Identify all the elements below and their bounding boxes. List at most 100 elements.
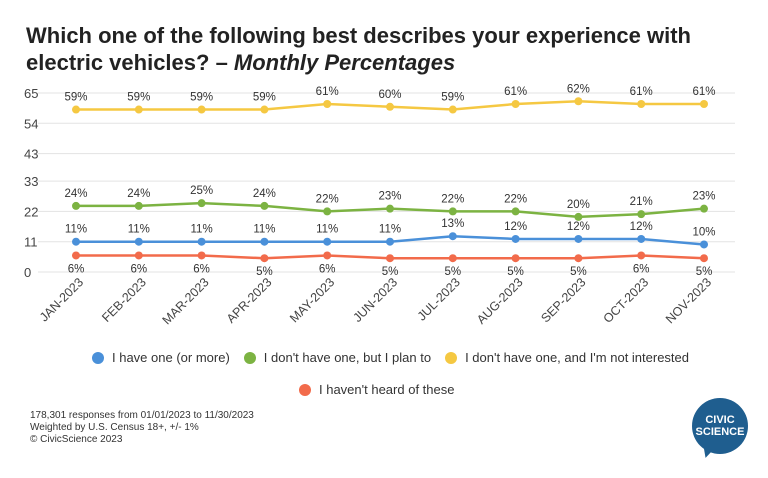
data-label: 24% xyxy=(253,188,276,200)
legend-marker-not-interested xyxy=(445,351,458,364)
data-label: 5% xyxy=(570,266,587,278)
legend-marker-plan-to xyxy=(243,351,256,364)
data-label: 10% xyxy=(692,226,715,238)
data-point xyxy=(700,254,708,263)
data-label: 59% xyxy=(190,92,213,104)
y-tick-label: 0 xyxy=(24,265,31,280)
data-point xyxy=(574,234,583,243)
data-point xyxy=(134,201,143,210)
data-point xyxy=(511,207,520,216)
data-point xyxy=(574,97,583,106)
data-label: 12% xyxy=(630,221,653,233)
footer-copyright: © CivicScience 2023 xyxy=(30,434,123,445)
data-point xyxy=(197,105,206,114)
data-label: 61% xyxy=(316,86,339,98)
data-label: 6% xyxy=(130,263,147,275)
x-tick-label: JAN-2023 xyxy=(37,275,86,324)
data-label: 6% xyxy=(193,263,210,275)
data-label: 20% xyxy=(567,199,590,211)
data-point xyxy=(134,251,143,260)
data-label: 22% xyxy=(316,193,339,205)
data-point xyxy=(323,207,332,216)
x-tick-label: APR-2023 xyxy=(224,275,275,326)
y-tick-label: 43 xyxy=(24,147,38,162)
data-point xyxy=(637,251,646,260)
data-point xyxy=(448,207,457,216)
data-label: 12% xyxy=(504,221,527,233)
x-tick-label: JUN-2023 xyxy=(350,275,400,325)
data-point xyxy=(323,237,332,246)
data-label: 11% xyxy=(65,224,87,236)
data-point xyxy=(637,234,646,243)
chart-title-main: Which one of the following best describe… xyxy=(26,23,691,75)
logo-line-2: SCIENCE xyxy=(695,426,745,438)
data-point xyxy=(197,237,206,246)
data-point xyxy=(72,237,80,246)
x-tick-label: FEB-2023 xyxy=(99,275,149,325)
data-label: 61% xyxy=(630,86,653,98)
y-tick-label: 11 xyxy=(24,235,38,250)
data-point xyxy=(637,210,646,219)
legend-row-2: I haven't heard of these xyxy=(299,382,454,397)
x-tick-label: NOV-2023 xyxy=(663,275,714,326)
legend-marker-not-heard xyxy=(299,383,311,396)
data-point xyxy=(448,105,457,114)
data-point xyxy=(134,105,143,114)
data-label: 6% xyxy=(633,263,650,275)
data-point xyxy=(448,232,457,241)
legend-row-1: I have one (or more) I don't have one, b… xyxy=(92,350,703,365)
data-label: 11% xyxy=(316,224,338,236)
x-tick-label: MAR-2023 xyxy=(160,275,212,327)
data-label: 11% xyxy=(191,224,213,236)
data-label: 60% xyxy=(378,89,401,101)
legend-label-not-interested: I don't have one, and I'm not interested xyxy=(465,350,690,365)
data-label: 61% xyxy=(504,86,527,98)
y-tick-label: 65 xyxy=(24,86,38,101)
data-label: 11% xyxy=(128,224,150,236)
legend-item-not-interested[interactable]: I don't have one, and I'm not interested xyxy=(445,350,689,365)
data-label: 5% xyxy=(256,266,273,278)
data-point xyxy=(260,237,269,246)
data-label: 13% xyxy=(441,218,464,230)
data-label: 24% xyxy=(64,188,87,200)
data-point xyxy=(197,251,206,260)
x-tick-label: SEP-2023 xyxy=(538,275,588,325)
legend-item-plan-to[interactable]: I don't have one, but I plan to xyxy=(243,350,431,365)
civicscience-logo: CIVIC SCIENCE xyxy=(692,398,748,454)
y-tick-label: 54 xyxy=(24,116,38,131)
legend-item-have-one[interactable]: I have one (or more) xyxy=(92,350,230,365)
data-label: 59% xyxy=(441,92,464,104)
data-point xyxy=(700,240,708,249)
data-point xyxy=(72,251,80,260)
data-label: 24% xyxy=(127,188,150,200)
data-point xyxy=(260,201,269,210)
data-label: 21% xyxy=(630,196,653,208)
data-label: 12% xyxy=(567,221,590,233)
data-label: 61% xyxy=(692,86,715,98)
data-point xyxy=(511,100,520,109)
legend-item-not-heard[interactable]: I haven't heard of these xyxy=(299,382,454,397)
data-label: 22% xyxy=(504,193,527,205)
chart-title-dash: – xyxy=(209,50,234,75)
data-label: 5% xyxy=(382,266,399,278)
data-point xyxy=(700,100,708,109)
data-point xyxy=(637,100,646,109)
y-tick-label: 33 xyxy=(24,174,38,189)
data-point xyxy=(511,234,520,243)
data-label: 59% xyxy=(253,92,276,104)
footer-notes: 178,301 responses from 01/01/2023 to 11/… xyxy=(30,410,254,446)
data-label: 23% xyxy=(378,191,401,203)
data-point xyxy=(197,199,206,208)
data-point xyxy=(323,100,332,109)
data-label: 23% xyxy=(692,191,715,203)
data-label: 59% xyxy=(127,92,150,104)
data-point xyxy=(386,254,394,263)
data-label: 25% xyxy=(190,185,213,197)
footer-responses: 178,301 responses from 01/01/2023 to 11/… xyxy=(30,410,254,421)
data-point xyxy=(72,201,80,210)
data-label: 11% xyxy=(379,224,401,236)
x-tick-label: OCT-2023 xyxy=(601,275,652,326)
data-label: 6% xyxy=(68,263,85,275)
data-point xyxy=(700,204,708,213)
